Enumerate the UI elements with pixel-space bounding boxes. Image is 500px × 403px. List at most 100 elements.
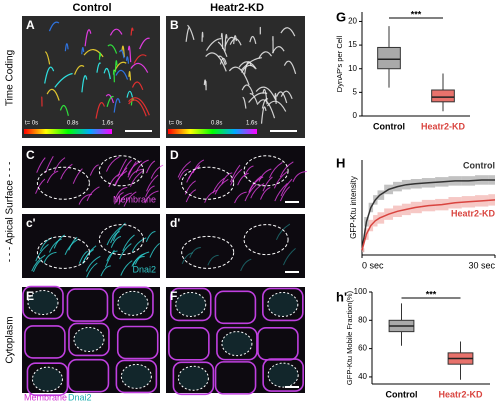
cell-membrane — [26, 362, 69, 396]
cilia — [82, 245, 97, 264]
cilia-trace — [121, 45, 125, 58]
cilia-trace — [46, 88, 60, 101]
cell-outline — [98, 224, 144, 256]
cilia — [181, 252, 193, 264]
series-label: Heatr2-KD — [451, 208, 496, 218]
cilia — [105, 156, 120, 172]
cilia — [131, 256, 145, 267]
colorbar-label: 1.6s — [246, 121, 257, 127]
row-label: Cytoplasm — [5, 316, 16, 363]
cilia-trace — [128, 97, 150, 116]
cell-membrane — [68, 322, 110, 357]
cilia — [145, 185, 155, 198]
panel-letter: C — [26, 148, 35, 162]
cilia — [146, 174, 159, 192]
cilia — [118, 192, 132, 205]
cilia — [214, 178, 229, 195]
series-label: Control — [463, 160, 495, 170]
cilia-trace — [228, 66, 250, 86]
micrograph — [166, 146, 305, 208]
cilia-trace — [64, 43, 69, 52]
y-tick-label: 15 — [348, 40, 357, 49]
cilia — [123, 191, 137, 207]
cilia-trace — [128, 99, 147, 117]
row-label: - - - Apical Surface - - - — [5, 162, 16, 263]
cytoplasm-outline — [31, 366, 63, 392]
cell-membrane — [116, 325, 159, 360]
cilia — [129, 169, 144, 187]
cilia-trace — [106, 95, 114, 107]
colorbar-label: 1.6s — [102, 121, 113, 127]
cell-outline — [36, 166, 90, 200]
column-header: Control — [72, 2, 111, 14]
cilia-trace — [238, 61, 257, 70]
panel-letter: d' — [170, 216, 180, 230]
cilia-trace — [205, 52, 227, 72]
cilia — [279, 186, 291, 202]
cilia — [104, 249, 115, 268]
cytoplasm-outline — [175, 291, 207, 317]
cell-membrane — [24, 325, 66, 359]
cilia-trace — [283, 60, 297, 75]
box — [431, 89, 455, 103]
cilia-trace — [109, 28, 123, 36]
cilia — [127, 161, 137, 178]
cytoplasm-outline — [73, 326, 105, 352]
panel-letter: D — [170, 148, 179, 162]
cilia — [131, 237, 147, 253]
cilia-trace — [280, 27, 296, 37]
cilia-trace — [114, 60, 118, 73]
cilia — [258, 168, 272, 182]
cell-membrane — [262, 358, 304, 392]
cilia — [128, 168, 143, 181]
cilia — [186, 164, 201, 183]
cilia-trace — [59, 104, 69, 116]
row-label: Time Coding — [5, 50, 16, 106]
cilia-trace — [241, 84, 254, 95]
cilia-trace — [185, 27, 190, 42]
colorbar-label: 0.8s — [67, 121, 78, 127]
cilia-trace — [233, 35, 237, 45]
cilia-trace — [260, 106, 267, 124]
cell-membrane — [169, 287, 212, 322]
cilia-trace — [81, 47, 85, 55]
cilia — [149, 243, 160, 258]
cilia-trace — [112, 69, 115, 83]
cilia — [114, 192, 124, 205]
cell-outline — [181, 166, 235, 200]
error-band — [362, 248, 365, 253]
cilia — [31, 254, 46, 272]
cilia — [85, 255, 101, 272]
x-tick-label: Control — [373, 121, 405, 131]
cilia — [273, 171, 288, 189]
cilia-trace — [130, 62, 149, 73]
cytoplasm-outline — [177, 365, 209, 391]
cilia — [221, 172, 233, 185]
cilia-trace — [107, 44, 118, 54]
cilia — [110, 231, 120, 244]
cilia — [177, 160, 191, 178]
column-header: Heatr2-KD — [210, 2, 264, 14]
cilia-trace — [44, 51, 51, 65]
cilia-trace — [201, 31, 204, 42]
cilia — [189, 247, 201, 258]
cilia-trace — [240, 57, 262, 71]
cilia-trace — [128, 71, 132, 81]
y-tick-label: 60 — [358, 344, 367, 353]
cell-outline — [243, 155, 289, 187]
cilia — [244, 183, 258, 202]
colorbar-label: 0.8s — [211, 121, 222, 127]
y-axis-label: DynAP's per Cell — [335, 35, 344, 92]
cilia — [178, 168, 189, 180]
cytoplasm-outline — [267, 291, 299, 317]
series-line — [361, 179, 495, 251]
cilia — [135, 159, 149, 173]
y-tick-label: 10 — [348, 64, 357, 73]
cilia — [282, 247, 296, 266]
cilia-trace — [203, 79, 207, 87]
cilia — [240, 258, 252, 272]
cilia — [110, 236, 122, 248]
cilia-trace — [125, 56, 130, 64]
cilia — [114, 167, 128, 186]
cilia — [86, 186, 100, 202]
